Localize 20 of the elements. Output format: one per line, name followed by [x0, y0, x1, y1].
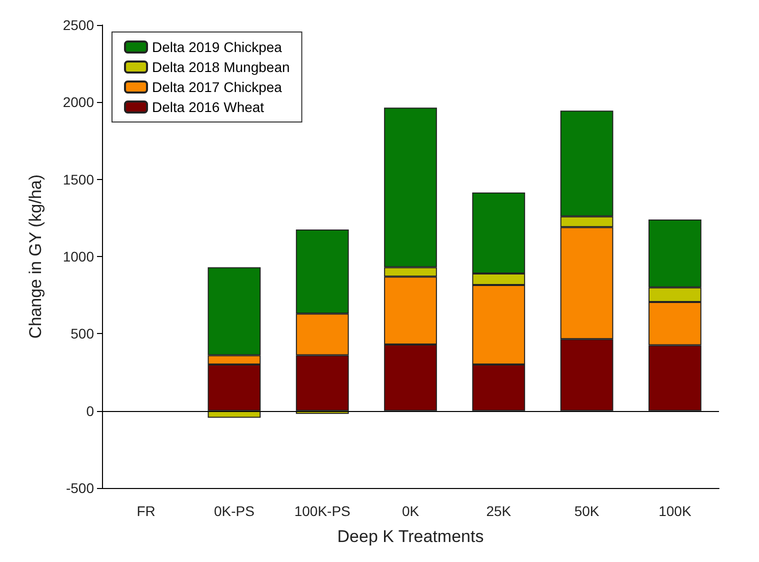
x-axis-title: Deep K Treatments: [337, 527, 484, 546]
y-tick-label: 1500: [62, 171, 94, 188]
x-tick-label: 0K: [402, 503, 420, 519]
y-tick-label: 500: [70, 326, 94, 342]
legend-label: Delta 2016 Wheat: [152, 99, 264, 115]
x-tick-label: 100K-PS: [294, 503, 350, 519]
x-tick-label: 100K: [658, 503, 692, 519]
x-tick-label: FR: [136, 503, 156, 519]
y-axis-title: Change in GY (kg/ha): [26, 174, 45, 339]
x-tick-label: 0K-PS: [214, 503, 254, 519]
y-tick-label: 2000: [62, 94, 94, 110]
legend-label: Delta 2019 Chickpea: [152, 39, 282, 55]
y-tick-label: 0: [86, 402, 94, 419]
x-tick-label: 25K: [486, 503, 512, 519]
legend-label: Delta 2018 Mungbean: [152, 59, 290, 75]
x-tick-label: 50K: [574, 503, 600, 519]
y-tick-label: 1000: [62, 248, 94, 264]
y-tick-label: 2500: [62, 17, 94, 33]
legend-label: Delta 2017 Chickpea: [152, 79, 282, 95]
y-tick-label: -500: [66, 480, 94, 496]
